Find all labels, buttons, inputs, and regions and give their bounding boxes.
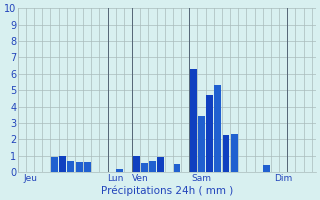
Bar [68, 161, 74, 172]
Bar [198, 116, 205, 172]
Bar [76, 162, 83, 172]
Bar [231, 134, 238, 172]
Bar [222, 135, 229, 172]
Bar [149, 161, 156, 172]
Bar [133, 156, 140, 172]
Bar [173, 164, 180, 172]
Bar [59, 156, 66, 172]
Bar [84, 162, 91, 172]
Bar [206, 95, 213, 172]
Bar [51, 157, 58, 172]
Bar [214, 85, 221, 172]
Bar [157, 157, 164, 172]
Bar [190, 69, 197, 172]
Bar [116, 169, 123, 172]
Bar [141, 163, 148, 172]
X-axis label: Précipitations 24h ( mm ): Précipitations 24h ( mm ) [101, 185, 233, 196]
Bar [263, 165, 270, 172]
